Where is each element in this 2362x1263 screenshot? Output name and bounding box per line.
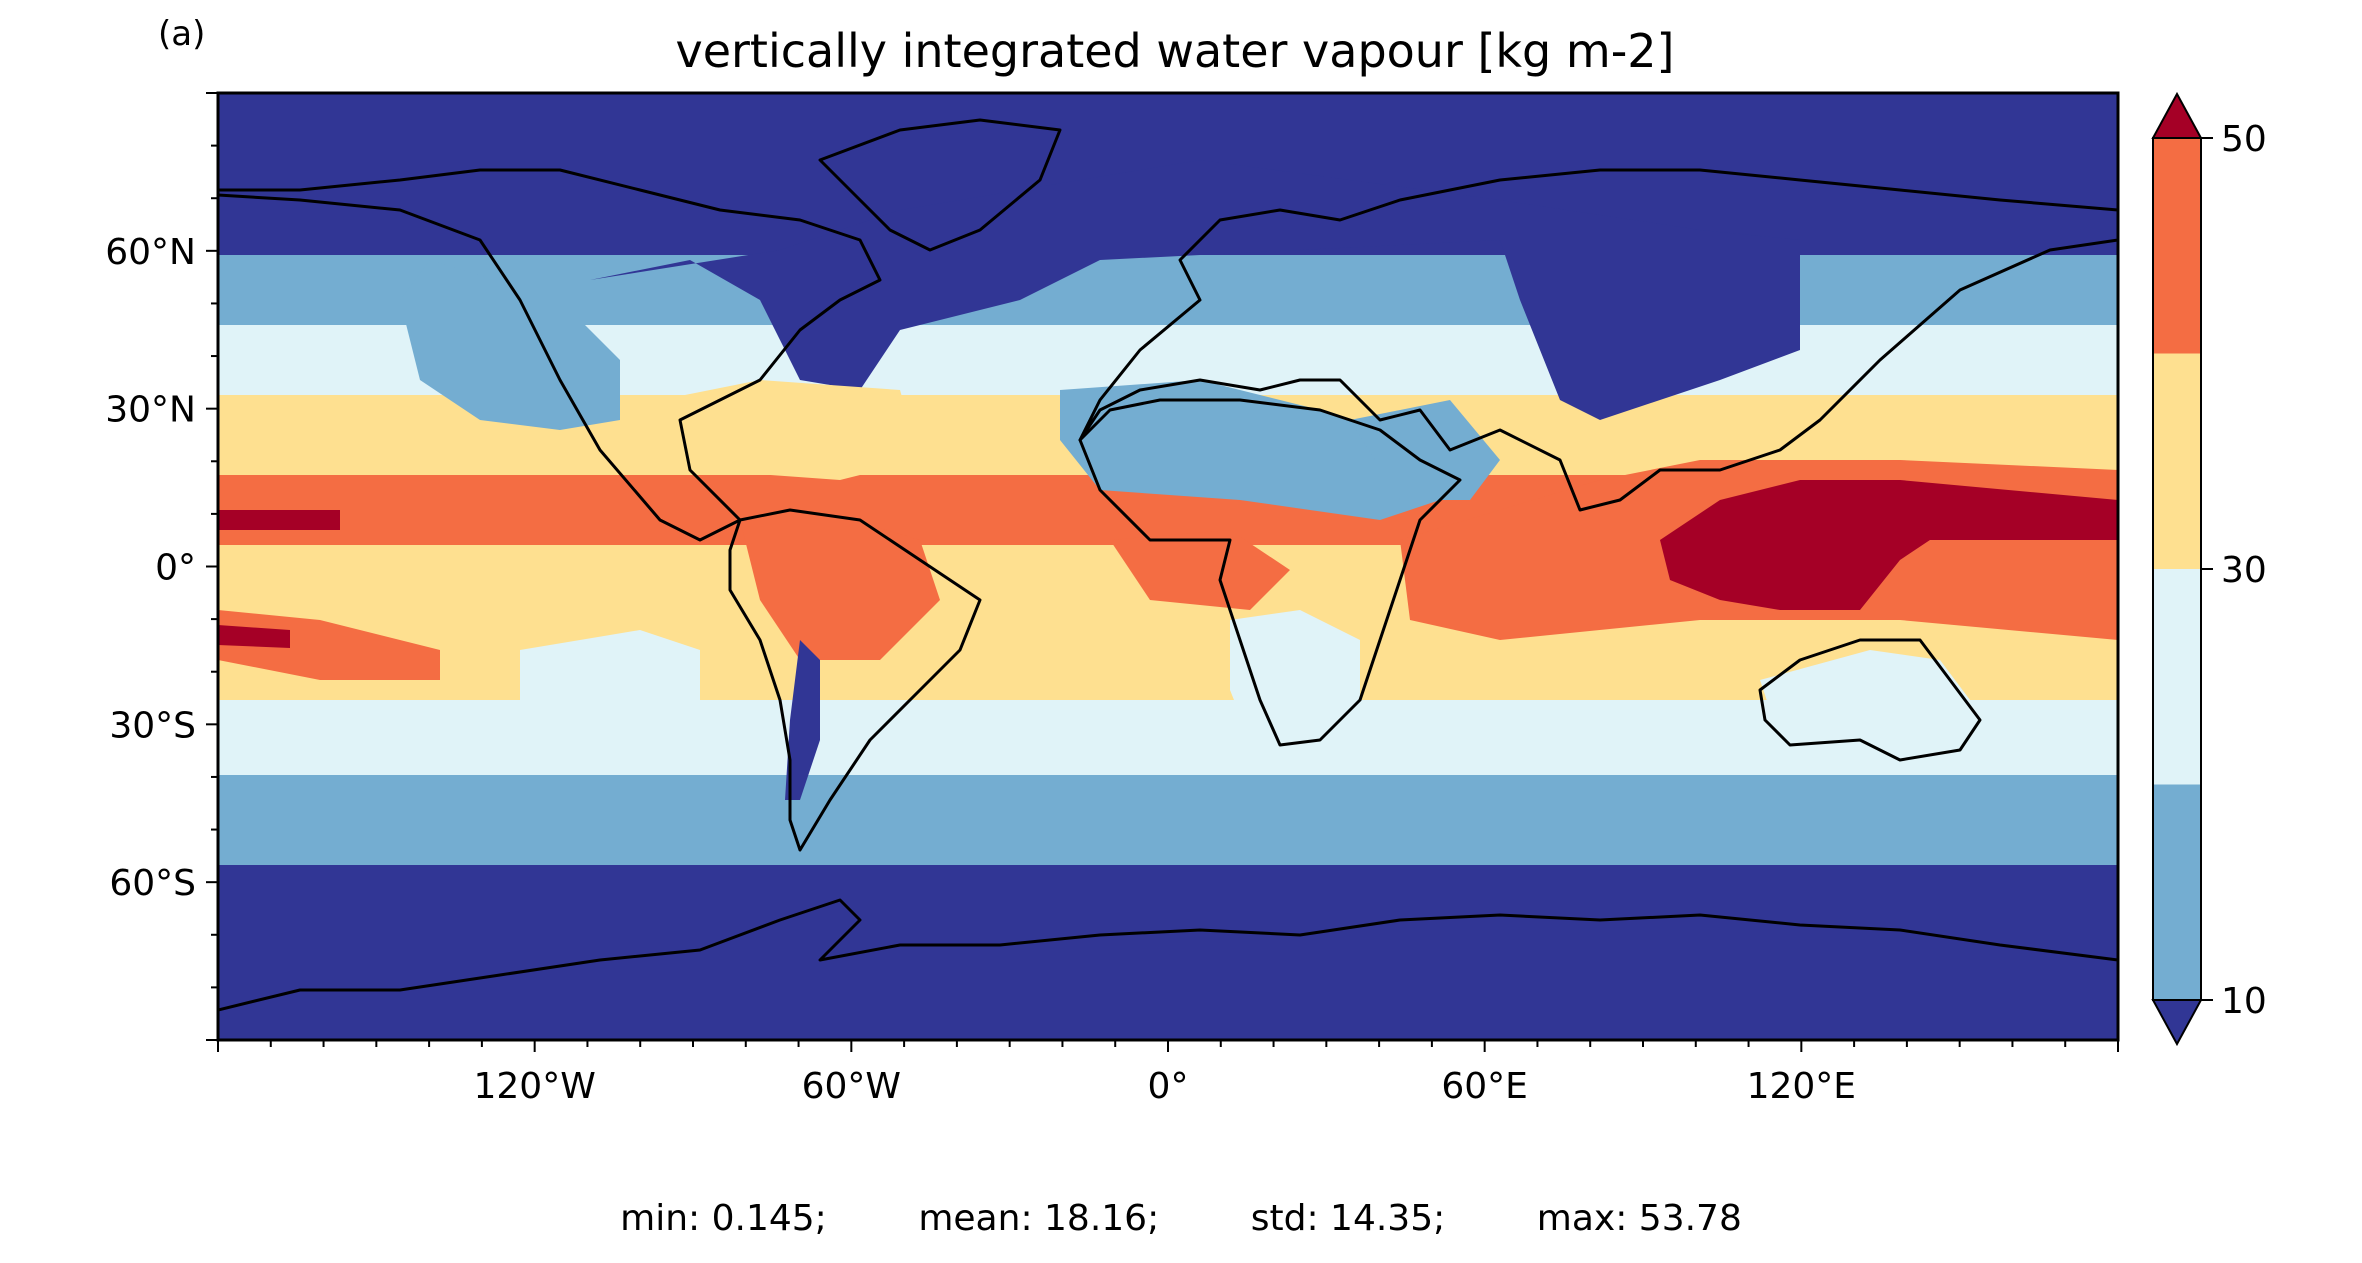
x-axis: 120°W 60°W 0° 60°E 120°E — [217, 1040, 2119, 1107]
spcz-max — [218, 625, 290, 648]
panel-label: (a) — [158, 14, 206, 54]
south-america-coast — [728, 508, 982, 852]
pacific-itcz-max — [1900, 480, 2118, 540]
colorbar-tick-label: 10 — [2221, 981, 2267, 1022]
north-america-coast — [218, 168, 882, 542]
stat-mean: mean: 18.16; — [918, 1198, 1160, 1239]
spcz-wet — [218, 610, 440, 680]
x-tick-label: 60°E — [1441, 1066, 1528, 1107]
map-title: vertically integrated water vapour [kg m… — [675, 24, 1675, 78]
stat-std: std: 14.35; — [1250, 1198, 1446, 1239]
y-tick-label: 60°S — [109, 863, 196, 904]
sahara-dry — [1060, 380, 1440, 520]
australia-dry — [1760, 650, 1970, 760]
australia-coast — [1758, 638, 1982, 762]
y-tick-label: 60°N — [105, 232, 196, 273]
stat-max: max: 53.78 — [1536, 1198, 1742, 1239]
x-tick-label: 120°W — [474, 1066, 596, 1107]
y-tick-label: 0° — [155, 548, 196, 589]
colorbar: 10 30 50 — [2151, 91, 2267, 1047]
coastlines — [218, 118, 2118, 1012]
colorbar-tick-label: 30 — [2221, 550, 2267, 591]
colorbar-under-arrow — [2151, 999, 2203, 1047]
map-area — [218, 93, 2118, 1040]
band-10-20-south — [218, 775, 2118, 865]
colorbar-tick-label: 50 — [2221, 119, 2267, 160]
colorbar-band — [2153, 784, 2201, 1000]
colorbar-band — [2153, 138, 2201, 354]
andes-dry — [785, 640, 820, 800]
x-tick-label: 0° — [1148, 1066, 1189, 1107]
y-tick-label: 30°N — [105, 390, 196, 431]
y-tick-label: 30°S — [109, 705, 196, 746]
congo-wet — [1110, 530, 1290, 610]
amazon-wet — [740, 510, 940, 660]
greenland-dry — [590, 160, 1800, 420]
y-axis: 60°N 30°N 0° 30°S 60°S — [105, 92, 218, 1041]
atlantic-moist — [660, 380, 920, 480]
colorbar-over-arrow — [2151, 91, 2203, 139]
south-pacific-dry — [520, 630, 700, 720]
x-tick-label: 60°W — [802, 1066, 901, 1107]
colorbar-band — [2153, 569, 2201, 785]
colorbar-band — [2153, 353, 2201, 569]
x-tick-label: 120°E — [1747, 1066, 1856, 1107]
greenland-coast — [818, 118, 1062, 252]
eurasia-coast — [1078, 168, 2118, 512]
maritime-continent-max — [1660, 480, 1960, 610]
antarctica-coast — [218, 898, 2118, 1012]
stat-min: min: 0.145; — [620, 1198, 827, 1239]
east-pacific-max — [218, 510, 340, 530]
southern-ocean-dry — [218, 865, 2118, 1040]
africa-coast — [1078, 398, 1462, 747]
arabia-dry — [1350, 400, 1500, 500]
stats-line: min: 0.145; mean: 18.16; std: 14.35; max… — [0, 1198, 2362, 1239]
